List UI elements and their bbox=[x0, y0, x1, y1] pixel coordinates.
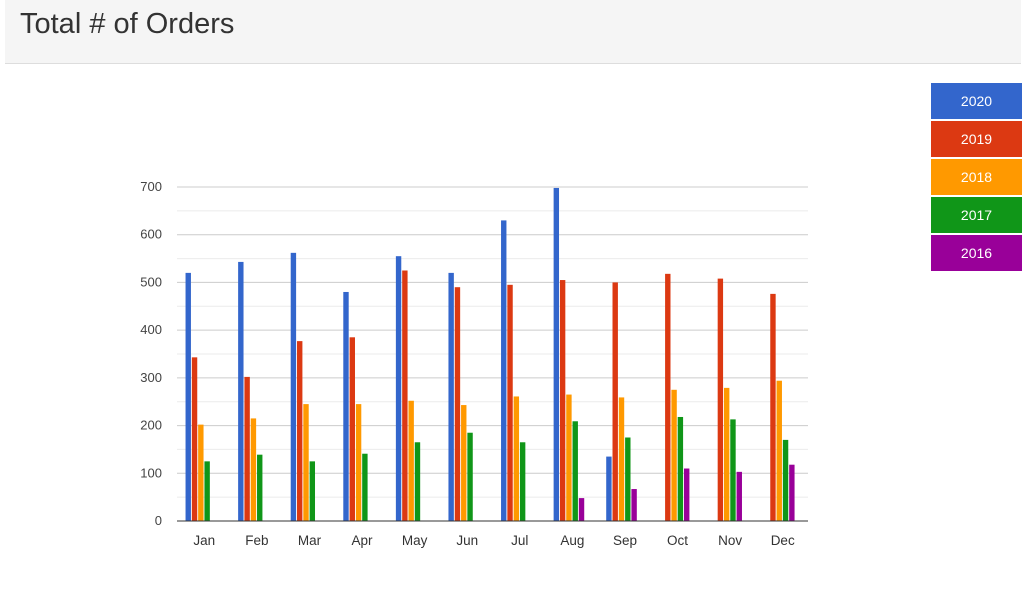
legend: 2020 2019 2018 2017 2016 bbox=[931, 83, 1022, 273]
bar-2019-jun bbox=[454, 287, 461, 521]
bar-2018-jul bbox=[513, 396, 520, 521]
bar-2018-feb bbox=[250, 418, 257, 521]
bar-2019-feb bbox=[244, 376, 250, 521]
y-tick-label: 300 bbox=[140, 370, 162, 385]
y-tick-label: 400 bbox=[140, 322, 162, 337]
bar-2020-mar bbox=[290, 252, 297, 522]
y-tick-label: 700 bbox=[140, 179, 162, 194]
x-axis-tick-labels: Jan Feb Mar Apr May Jun Jul Aug Sep Oct Nov Dec bbox=[193, 533, 795, 548]
bar-2017-feb bbox=[257, 454, 263, 521]
bar-2017-apr bbox=[362, 453, 368, 521]
bar-2018-oct bbox=[671, 389, 677, 521]
x-tick-label: Jul bbox=[511, 533, 528, 548]
bar-2018-dec bbox=[776, 380, 782, 521]
bar-2017-nov bbox=[730, 419, 736, 521]
bar-2020-jun bbox=[448, 272, 454, 521]
bar-2020-aug bbox=[553, 187, 560, 521]
x-tick-label: Mar bbox=[298, 533, 322, 548]
x-tick-label: Jun bbox=[456, 533, 478, 548]
chart-panel: Total # of Orders bbox=[5, 0, 1021, 594]
bar-2016-aug bbox=[578, 498, 585, 521]
y-tick-label: 100 bbox=[140, 465, 162, 480]
bar-2017-jul bbox=[519, 442, 526, 521]
x-tick-label: Sep bbox=[613, 533, 637, 548]
x-tick-label: Jan bbox=[193, 533, 215, 548]
bar-2017-aug bbox=[572, 421, 578, 521]
bar-2020-may bbox=[395, 256, 402, 521]
bar-2017-may bbox=[414, 442, 421, 521]
bar-2017-dec bbox=[782, 439, 789, 521]
bars bbox=[185, 187, 795, 522]
bar-2017-jan bbox=[204, 461, 210, 521]
bar-2018-mar bbox=[303, 404, 309, 521]
bar-2019-may bbox=[402, 270, 408, 521]
legend-item-2016[interactable]: 2016 bbox=[931, 235, 1022, 271]
bar-2018-may bbox=[408, 400, 414, 521]
bar-2019-dec bbox=[770, 293, 776, 521]
x-tick-label: Dec bbox=[771, 533, 795, 548]
x-tick-label: May bbox=[402, 533, 428, 548]
x-tick-label: Nov bbox=[718, 533, 742, 548]
bar-2020-apr bbox=[343, 291, 349, 521]
bar-2018-jan bbox=[198, 424, 204, 521]
bar-2017-oct bbox=[677, 416, 684, 521]
bar-2019-mar bbox=[297, 341, 303, 521]
bar-2019-aug bbox=[559, 280, 566, 521]
legend-item-2019[interactable]: 2019 bbox=[931, 121, 1022, 157]
bar-2018-aug bbox=[566, 394, 572, 521]
bar-2018-apr bbox=[355, 404, 362, 521]
bar-2018-jun bbox=[461, 405, 467, 521]
panel-header: Total # of Orders bbox=[5, 0, 1021, 64]
bar-2017-jun bbox=[467, 432, 473, 521]
legend-item-2020[interactable]: 2020 bbox=[931, 83, 1022, 119]
page-title: Total # of Orders bbox=[20, 8, 235, 40]
bar-2019-nov bbox=[717, 278, 724, 521]
x-tick-label: Oct bbox=[667, 533, 688, 548]
y-tick-label: 200 bbox=[140, 418, 162, 433]
bar-2016-nov bbox=[736, 471, 742, 521]
x-tick-label: Apr bbox=[352, 533, 374, 548]
y-tick-label: 600 bbox=[140, 227, 162, 242]
x-tick-label: Feb bbox=[245, 533, 268, 548]
bar-2016-oct bbox=[683, 468, 690, 521]
bar-2017-sep bbox=[625, 437, 631, 521]
bar-2020-jul bbox=[501, 220, 507, 521]
bar-2016-dec bbox=[789, 464, 795, 521]
grid-lines bbox=[177, 186, 808, 522]
legend-item-2017[interactable]: 2017 bbox=[931, 197, 1022, 233]
bar-2018-sep bbox=[618, 397, 625, 521]
bar-2020-sep bbox=[606, 456, 612, 521]
bar-2019-jul bbox=[507, 284, 513, 521]
bar-2019-jan bbox=[191, 357, 198, 521]
x-tick-label: Aug bbox=[560, 533, 584, 548]
y-axis-tick-labels: 0 100 200 300 400 500 600 700 bbox=[140, 179, 162, 528]
bar-2016-sep bbox=[631, 489, 637, 521]
bar-2020-jan bbox=[185, 272, 191, 521]
bar-2019-apr bbox=[349, 337, 355, 521]
y-tick-label: 0 bbox=[155, 513, 162, 528]
legend-item-2018[interactable]: 2018 bbox=[931, 159, 1022, 195]
bar-2018-nov bbox=[723, 387, 730, 521]
bar-2019-sep bbox=[612, 282, 618, 521]
bar-2019-oct bbox=[665, 273, 671, 521]
bar-2020-feb bbox=[238, 261, 244, 521]
bar-2017-mar bbox=[309, 461, 316, 521]
y-tick-label: 500 bbox=[140, 274, 162, 289]
